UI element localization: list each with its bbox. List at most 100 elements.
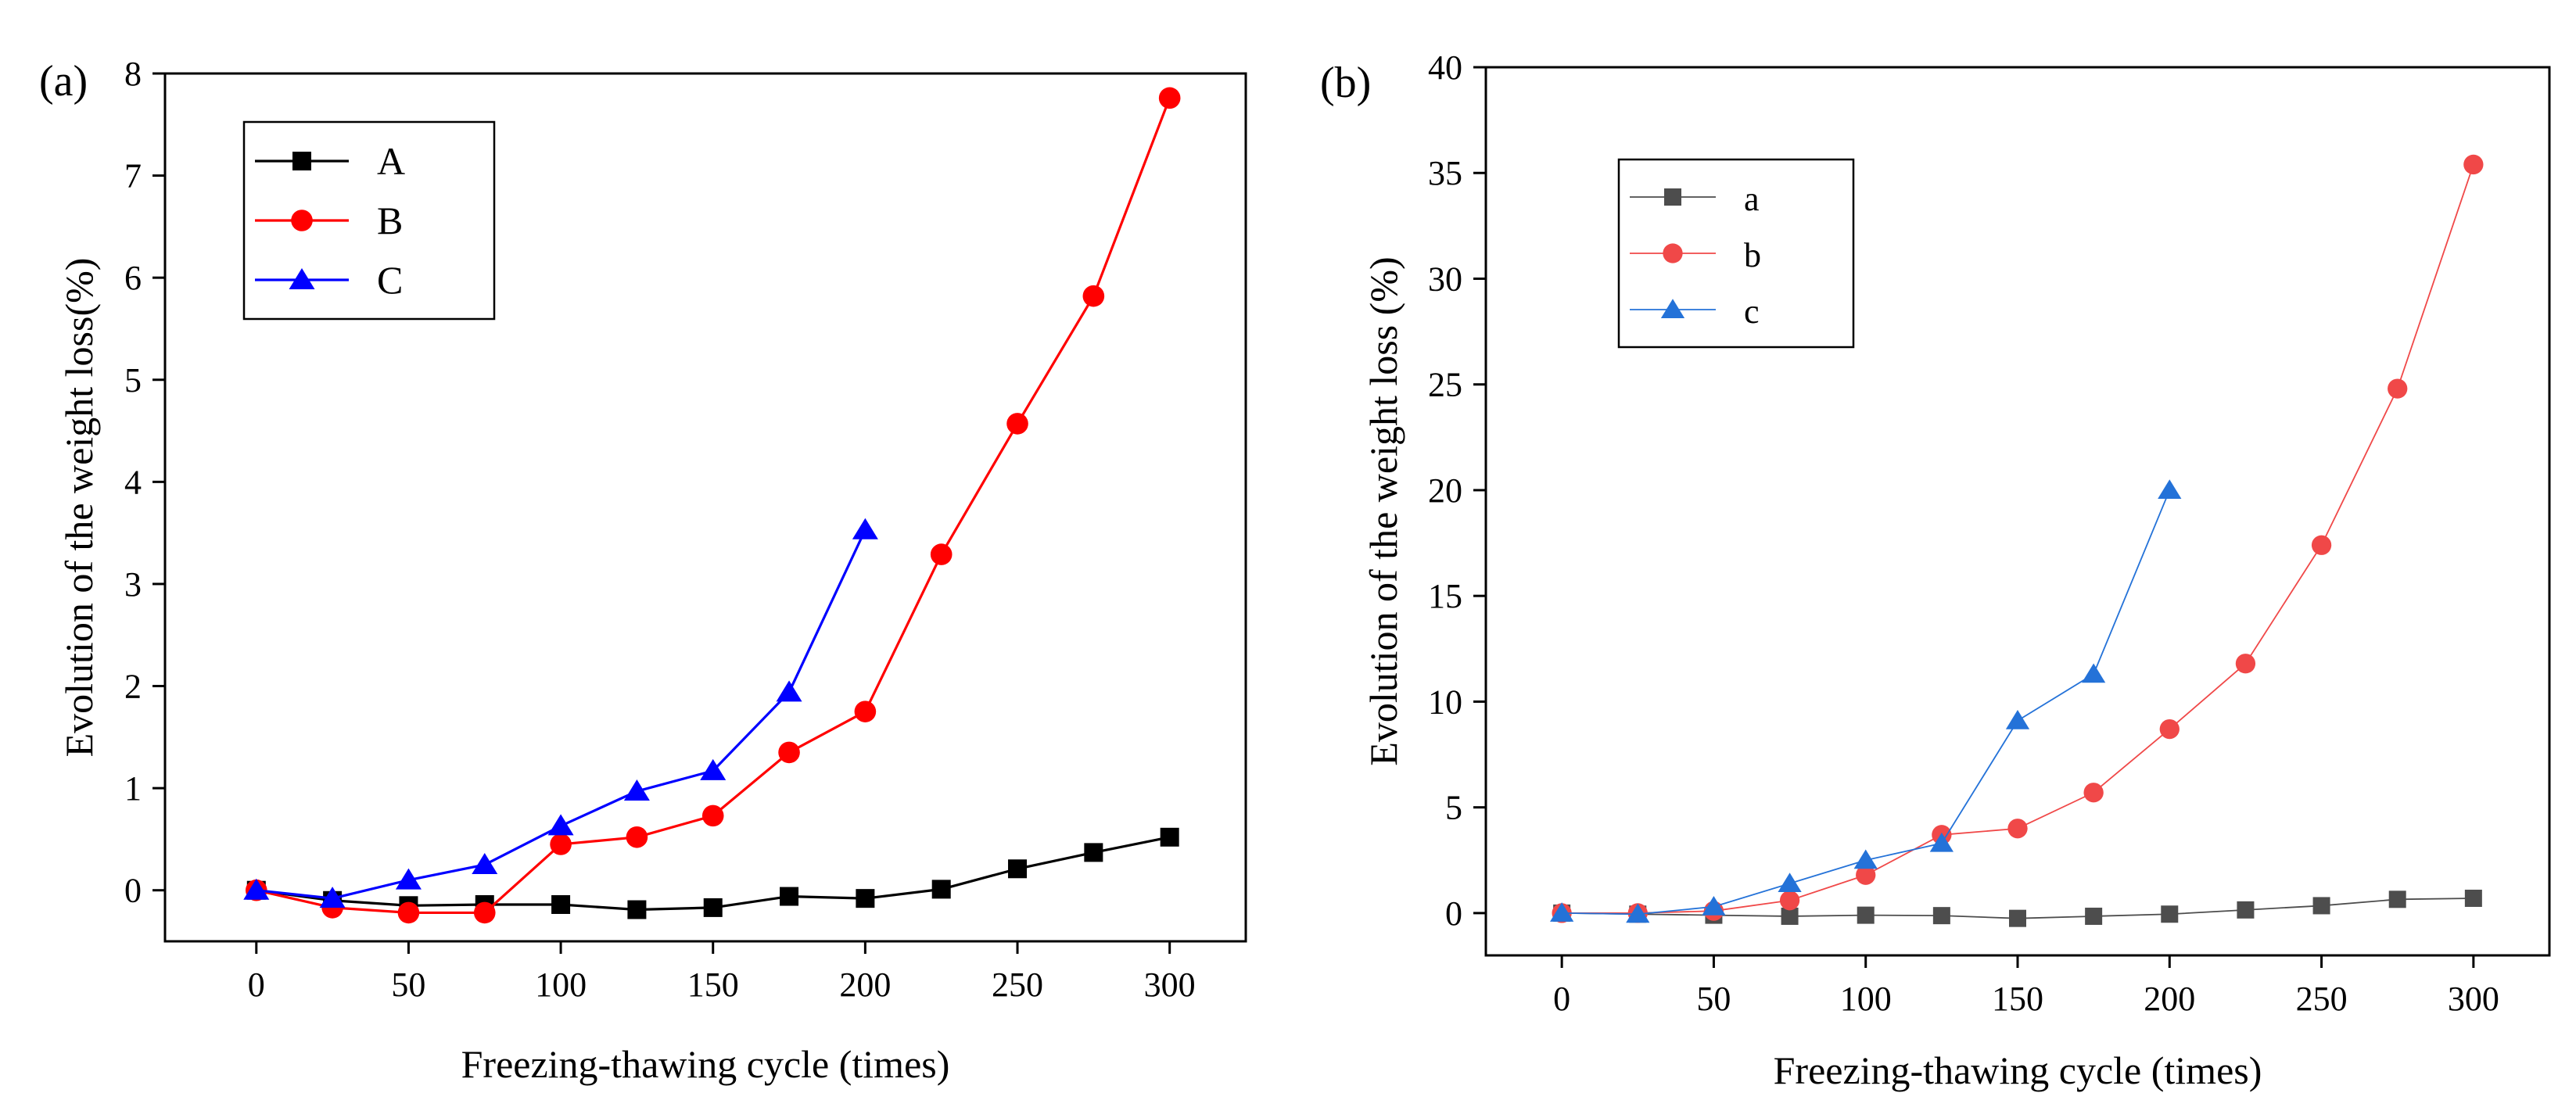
data-point-a [1932, 907, 1950, 925]
data-point-b [2159, 718, 2180, 740]
legend: abc [1617, 158, 1855, 349]
data-point-a [2161, 905, 2179, 923]
legend-label-C: C [377, 258, 403, 302]
y-tick-label: 6 [124, 259, 142, 297]
data-point-B [626, 826, 648, 848]
data-point-a [2388, 890, 2406, 908]
data-point-C [472, 853, 498, 875]
legend-marker-b [1663, 243, 1683, 263]
data-point-a [2237, 901, 2255, 919]
data-point-A [1160, 827, 1179, 847]
x-tick-label: 0 [248, 966, 265, 1004]
data-point-b [2463, 154, 2484, 175]
panel-label: (b) [1320, 59, 1371, 107]
legend-label-c: c [1744, 292, 1760, 331]
x-tick-label: 150 [687, 966, 739, 1004]
y-tick-label: 7 [124, 157, 142, 195]
legend-marker-A [292, 152, 311, 170]
data-point-a [1781, 907, 1799, 925]
y-tick-label: 0 [124, 872, 142, 910]
data-point-b [2311, 535, 2332, 555]
data-point-A [627, 900, 647, 919]
y-tick-label: 3 [124, 565, 142, 604]
y-tick-label: 15 [1428, 577, 1462, 615]
data-point-B [778, 741, 800, 764]
y-tick-label: 0 [1445, 894, 1462, 933]
x-axis-label: Freezing-thawing cycle (times) [461, 1042, 950, 1086]
legend-marker-B [291, 210, 313, 231]
data-point-A [703, 898, 723, 917]
legend-label-A: A [377, 139, 405, 183]
panel-b-weight-loss-chart: 0 50 100 150 200 250 300 0 5 10 15 20 25 30 35 40 Freezi… [1320, 48, 2551, 1092]
data-point-c [2082, 663, 2106, 683]
data-point-B [397, 901, 420, 924]
x-tick-label: 0 [1553, 980, 1570, 1018]
y-tick-label: 20 [1428, 471, 1462, 510]
y-tick-label: 35 [1428, 154, 1462, 192]
data-point-a [2464, 889, 2482, 907]
x-tick-label: 50 [1696, 980, 1731, 1018]
data-point-b [2388, 378, 2408, 399]
data-point-B [854, 701, 877, 722]
data-point-b [2083, 783, 2104, 803]
x-tick-label: 250 [992, 966, 1043, 1004]
data-point-A [856, 889, 875, 908]
legend: ABC [242, 120, 496, 321]
y-tick-label: 10 [1428, 683, 1462, 721]
x-tick-label: 50 [391, 966, 425, 1004]
y-tick-label: 1 [124, 769, 142, 808]
panel-label: (a) [39, 57, 88, 106]
x-tick-label: 300 [1144, 966, 1196, 1004]
legend-marker-C [289, 268, 315, 289]
data-point-c [1550, 902, 1574, 922]
y-tick-label: 5 [124, 361, 142, 400]
data-point-C [623, 779, 650, 801]
data-point-c [1853, 849, 1878, 869]
plot-frame [163, 72, 1247, 943]
panel-a-weight-loss-chart: 0 50 100 150 200 250 300 0 1 2 3 4 5 6 7 8 Freezing-thaw… [39, 55, 1247, 1086]
data-point-b [1779, 890, 1800, 911]
x-tick-label: 300 [2448, 980, 2499, 1018]
x-axis-label: Freezing-thawing cycle (times) [1774, 1048, 2262, 1092]
data-point-c [2158, 479, 2182, 499]
data-point-c [1626, 903, 1650, 923]
legend-marker-c [1660, 299, 1685, 318]
data-point-B [701, 804, 724, 827]
data-point-a [2009, 909, 2026, 927]
x-tick-label: 150 [1992, 980, 2043, 1018]
y-tick-label: 5 [1445, 789, 1462, 827]
data-point-c [1929, 832, 1954, 852]
data-point-A [1084, 843, 1103, 862]
data-point-A [1008, 859, 1028, 879]
x-tick-label: 200 [839, 966, 891, 1004]
data-point-a [1857, 906, 1875, 924]
legend-marker-a [1664, 188, 1681, 206]
data-point-C [395, 868, 422, 890]
y-tick-label: 30 [1428, 260, 1462, 298]
x-tick-label: 100 [535, 966, 587, 1004]
legend-label-b: b [1744, 236, 1761, 274]
data-point-C [700, 758, 727, 780]
data-point-A [931, 880, 951, 899]
data-point-b [2235, 654, 2256, 674]
data-point-C [852, 518, 878, 539]
data-point-B [473, 901, 496, 924]
y-axis-label: Evolution of the weight loss (%) [1362, 256, 1405, 765]
y-axis-label: Evolution of the weight loss(%) [57, 258, 101, 758]
data-point-B [550, 833, 572, 855]
data-point-C [319, 887, 346, 908]
data-point-A [551, 894, 571, 914]
y-tick-label: 4 [124, 463, 142, 501]
data-point-C [547, 814, 574, 836]
data-point-c [1702, 896, 1726, 916]
data-point-C [243, 878, 270, 900]
data-point-B [930, 543, 953, 565]
series-C [243, 518, 878, 908]
data-point-B [1082, 285, 1105, 307]
x-tick-label: 100 [1840, 980, 1892, 1018]
data-point-A [780, 887, 799, 906]
data-point-a [2312, 897, 2330, 915]
data-point-B [1006, 413, 1028, 435]
data-point-C [776, 680, 802, 702]
